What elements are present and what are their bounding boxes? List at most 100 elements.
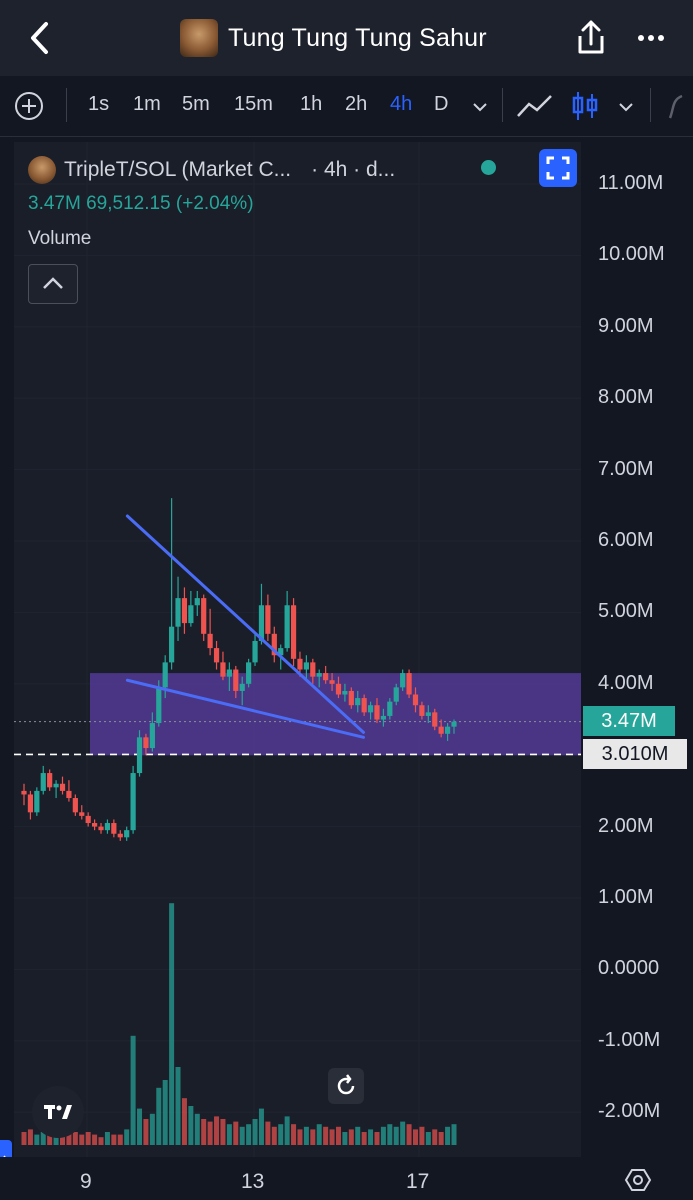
gear-icon[interactable] [624, 1166, 652, 1194]
candle-body [181, 598, 188, 624]
candle-body [258, 605, 265, 641]
time-axis-label: 9 [80, 1170, 92, 1193]
candle-body [233, 669, 239, 691]
volume-bar [368, 1129, 374, 1145]
tf-1m[interactable]: 1m [133, 93, 161, 115]
candle-body [47, 773, 53, 788]
candle-body [303, 662, 309, 670]
time-axis-label: 17 [406, 1170, 430, 1193]
candle-body [335, 683, 342, 695]
candle-body [367, 705, 374, 713]
candle-body [194, 598, 200, 606]
candle-body [329, 680, 335, 684]
volume-bar [162, 1080, 168, 1145]
volume-bar [194, 1113, 200, 1145]
candle-body [143, 737, 149, 749]
volume-bar [60, 1134, 66, 1145]
chart-pane[interactable] [14, 142, 581, 1157]
trendline [125, 514, 365, 734]
volume-bar [380, 1126, 386, 1145]
tf-4h[interactable]: 4h [390, 93, 413, 115]
volume-bar [66, 1129, 72, 1145]
price-axis-label: 0.0000 [598, 957, 660, 980]
price-axis[interactable] [581, 142, 693, 1157]
price-axis-label: 10.00M [598, 243, 665, 266]
volume-bar [355, 1126, 361, 1145]
price-axis-label: 5.00M [598, 600, 654, 623]
indicators-icon[interactable] [660, 92, 690, 122]
volume-bar [438, 1132, 444, 1145]
volume-label: Volume [28, 228, 92, 249]
fullscreen-button[interactable] [539, 149, 577, 187]
app-header [0, 0, 693, 76]
reset-chart-button[interactable] [328, 1068, 364, 1104]
candle-body [226, 669, 232, 677]
candle-body [220, 662, 226, 677]
tf-15m[interactable]: 15m [234, 93, 273, 115]
volume-bar [393, 1126, 399, 1145]
candle-body [252, 640, 258, 663]
candle-body [355, 698, 361, 706]
tf-1h[interactable]: 1h [300, 93, 323, 115]
tf-5m[interactable]: 5m [182, 93, 210, 115]
time-axis[interactable] [0, 1157, 693, 1200]
tf-1s[interactable]: 1s [88, 93, 110, 115]
candle-body [316, 673, 322, 677]
share-icon[interactable] [574, 18, 608, 58]
price-axis-label: 8.00M [598, 386, 654, 409]
time-axis-label: 13 [241, 1170, 265, 1193]
candle-body [342, 690, 348, 695]
candle-body [124, 830, 130, 838]
horizontal-line-price-tag[interactable]: 3.010M [583, 739, 687, 769]
candles-icon[interactable] [570, 88, 600, 124]
volume-bar [419, 1126, 425, 1145]
volume-bar [92, 1134, 98, 1145]
volume-bar [117, 1134, 123, 1145]
chevron-left-icon[interactable] [22, 18, 58, 58]
volume-bar [181, 1098, 187, 1145]
candle-body [432, 712, 438, 727]
legend-interval: · 4h · d... [311, 158, 396, 181]
volume-bar [220, 1119, 226, 1145]
chevron-down-icon[interactable] [470, 97, 490, 117]
volume-bar [175, 1067, 181, 1145]
candle-body [412, 694, 419, 706]
candle-body [310, 662, 316, 677]
volume-bar [432, 1129, 438, 1145]
volume-bar [53, 1132, 59, 1145]
legend-change: 69,512.15 (+2.04%) [86, 193, 254, 214]
chevron-down-icon[interactable] [616, 97, 636, 117]
tf-d[interactable]: D [434, 93, 449, 115]
collapse-legend-button[interactable] [28, 264, 78, 304]
volume-bar [425, 1132, 431, 1145]
chart-legend: TripleT/SOL (Market C... · 4h · d... [28, 156, 395, 184]
candle-body [136, 737, 143, 774]
volume-bar [40, 1132, 46, 1145]
volume-bar [258, 1108, 264, 1145]
volume-bar [85, 1132, 91, 1145]
add-plus-icon[interactable] [14, 91, 44, 121]
volume-bar [335, 1126, 341, 1145]
candlestick-chart[interactable] [14, 142, 581, 1157]
tf-2h[interactable]: 2h [345, 93, 368, 115]
volume-bar [387, 1124, 393, 1145]
tradingview-logo[interactable] [32, 1086, 84, 1138]
candle-body [175, 598, 181, 627]
line-chart-icon[interactable] [515, 90, 555, 122]
support-zone [90, 673, 581, 756]
candle-body [53, 783, 59, 788]
volume-bar [342, 1132, 348, 1145]
price-axis-label: 4.00M [598, 671, 654, 694]
legend-symbol[interactable]: TripleT/SOL (Market C... [64, 158, 292, 181]
candle-body [348, 690, 354, 706]
volume-bar [297, 1129, 303, 1145]
more-dots-icon[interactable] [634, 20, 668, 56]
volume-bar [284, 1116, 290, 1145]
volume-bar [104, 1132, 110, 1145]
candle-body [406, 673, 412, 695]
current-price-tag: 3.47M [583, 706, 675, 736]
volume-bar [348, 1129, 354, 1145]
volume-bar [374, 1132, 380, 1145]
volume-bar [137, 1108, 143, 1145]
toolbar-divider [66, 88, 67, 122]
